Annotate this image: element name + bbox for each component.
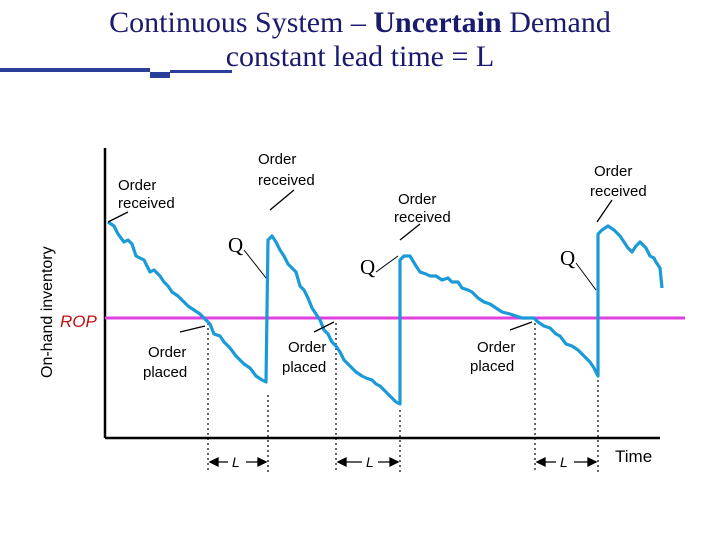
order-received-label-3-line2: received bbox=[394, 209, 451, 226]
order-received-label-1-line1: Order bbox=[118, 177, 156, 194]
received-leader-2 bbox=[269, 189, 295, 211]
order-placed-label-2-line2: placed bbox=[282, 359, 326, 376]
decor-bar-3 bbox=[170, 70, 232, 73]
x-axis-label: Time bbox=[615, 447, 652, 466]
order-received-label-4-line2: received bbox=[590, 183, 647, 200]
received-leader-4 bbox=[596, 199, 613, 223]
order-quantity-label-2: Q bbox=[360, 255, 375, 279]
order-received-label-3-line1: Order bbox=[398, 191, 436, 208]
lead-time-guides bbox=[207, 323, 599, 472]
slide-title-line1: Continuous System – Uncertain Demand bbox=[109, 6, 611, 39]
order-quantity-label-3: Q bbox=[560, 246, 575, 270]
order-placed-label-3-line1: Order bbox=[477, 339, 515, 356]
rop-label: ROP bbox=[60, 312, 98, 331]
inventory-level-line bbox=[107, 220, 664, 406]
lead-time-label-2: L bbox=[366, 454, 374, 470]
order-placed-label-1-line1: Order bbox=[148, 344, 186, 361]
order-received-label-4-line1: Order bbox=[594, 163, 632, 180]
q-leader-3 bbox=[575, 262, 597, 291]
order-placed-label-3-line2: placed bbox=[470, 358, 514, 375]
order-placed-label-1-line2: placed bbox=[143, 364, 187, 381]
lead-time-arrows bbox=[208, 456, 598, 468]
placed-leader-1 bbox=[179, 325, 206, 333]
slide-title-line2: constant lead time = L bbox=[225, 40, 495, 73]
order-received-label-2-line1: Order bbox=[258, 151, 296, 168]
decor-bar-1 bbox=[0, 68, 150, 72]
lead-time-label-1: L bbox=[232, 454, 240, 470]
order-received-label-1-line2: received bbox=[118, 195, 175, 212]
order-quantity-label-1: Q bbox=[228, 233, 243, 257]
received-leader-1 bbox=[107, 211, 129, 223]
lead-time-label-3: L bbox=[560, 454, 568, 470]
q-leader-2 bbox=[375, 255, 399, 273]
y-axis-label: On-hand inventory bbox=[39, 246, 56, 378]
q-leader-1 bbox=[243, 249, 267, 279]
order-placed-label-2-line1: Order bbox=[288, 339, 326, 356]
order-received-label-2-line2: received bbox=[258, 172, 315, 189]
decor-bar-2 bbox=[150, 72, 170, 78]
placed-leader-2 bbox=[313, 321, 335, 333]
placed-leader-3 bbox=[509, 321, 533, 331]
received-leader-3 bbox=[399, 223, 421, 241]
